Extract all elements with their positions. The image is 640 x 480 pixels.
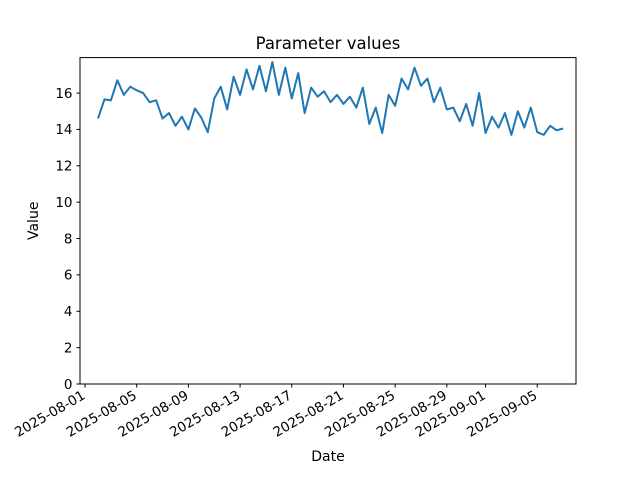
- chart-title: Parameter values: [256, 34, 401, 53]
- y-tick-label: 12: [55, 159, 72, 175]
- y-tick-label: 16: [55, 86, 72, 102]
- y-tick-label: 6: [64, 268, 73, 284]
- y-tick-label: 2: [64, 340, 73, 356]
- y-tick-label: 10: [55, 195, 72, 211]
- x-axis-label: Date: [311, 449, 344, 465]
- y-axis-label: Value: [26, 202, 42, 240]
- data-series-line: [97, 61, 564, 136]
- y-tick-label: 14: [55, 122, 72, 138]
- plot-area-border: [79, 57, 577, 385]
- y-tick-label: 8: [64, 231, 73, 247]
- y-axis-ticks: 0 2 4 6 8 10 12 14 16: [55, 86, 80, 393]
- y-tick-label: 0: [64, 377, 73, 393]
- x-axis-ticks: 2025-08-012025-08-052025-08-092025-08-13…: [12, 384, 540, 441]
- y-tick-label: 4: [64, 304, 73, 320]
